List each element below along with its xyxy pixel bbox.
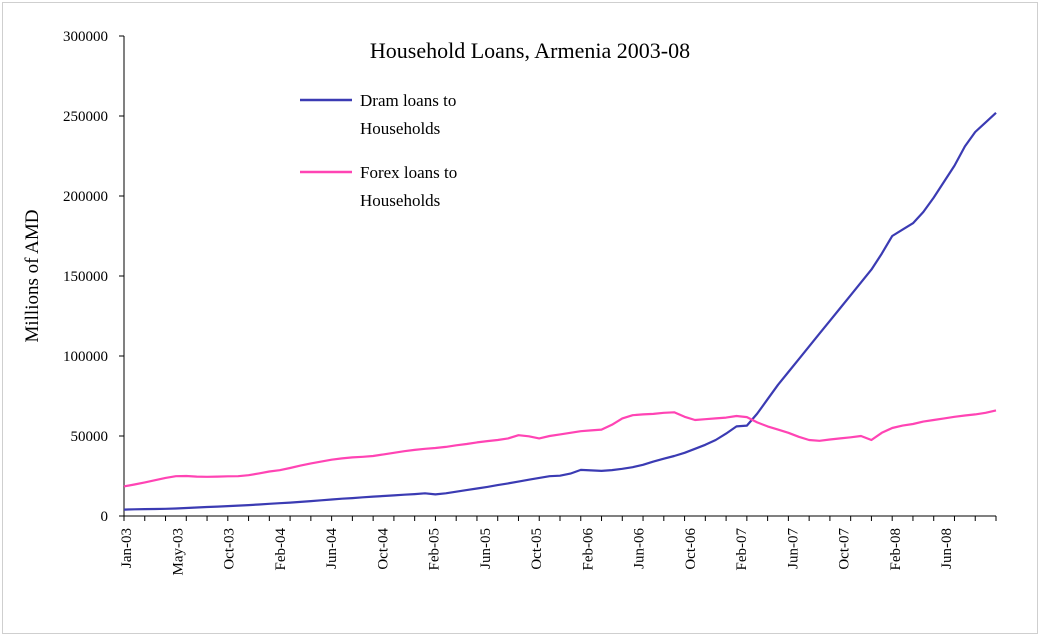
x-tick-label: Jun-06 [632,528,648,569]
forex-loans-line [123,409,997,488]
y-axis: 0 50000 100000 150000 200000 250000 300000 [63,29,125,525]
y-tick-label: 200000 [63,189,108,205]
y-axis-title: Millions of AMD [22,209,43,342]
x-tick-label: Oct-04 [375,528,391,570]
y-tick-label: 50000 [71,429,109,445]
x-tick-label: May-03 [170,528,186,576]
x-tick-label: Jun-08 [939,528,955,569]
x-tick-label: Oct-06 [683,528,699,570]
x-tick-label: Jun-04 [324,528,340,569]
legend-label: Forex loans to [360,163,457,182]
y-tick-label: 250000 [63,109,108,125]
x-tick-label: Jan-03 [119,528,135,568]
legend: Dram loans to Households Forex loans to Hou… [300,91,457,210]
y-tick-label: 100000 [63,349,108,365]
legend-label: Dram loans to [360,91,456,110]
legend-label: Households [360,191,440,210]
y-tick-label: 300000 [63,29,108,45]
x-tick-label: Feb-07 [734,528,750,571]
x-tick-label: Oct-05 [529,528,545,570]
x-tick-label: Feb-08 [888,528,904,571]
y-tick-label: 150000 [63,269,108,285]
series-layer [123,111,997,511]
x-tick-label: Feb-04 [273,528,289,571]
x-axis: Jan-03 May-03 Oct-03 Feb-04 Jun-04 Oct-04 Feb-… [119,515,997,576]
y-tick-label: 0 [101,509,109,525]
x-tick-label: Oct-03 [222,528,238,570]
x-tick-label: Feb-06 [580,528,596,571]
x-tick-label: Jun-05 [478,528,494,569]
dram-loans-line [123,111,997,511]
legend-label: Households [360,119,440,138]
x-tick-label: Oct-07 [837,528,853,570]
x-tick-label: Feb-05 [427,528,443,571]
x-tick-label: Jun-07 [785,528,801,569]
chart-title: Household Loans, Armenia 2003-08 [370,38,690,63]
